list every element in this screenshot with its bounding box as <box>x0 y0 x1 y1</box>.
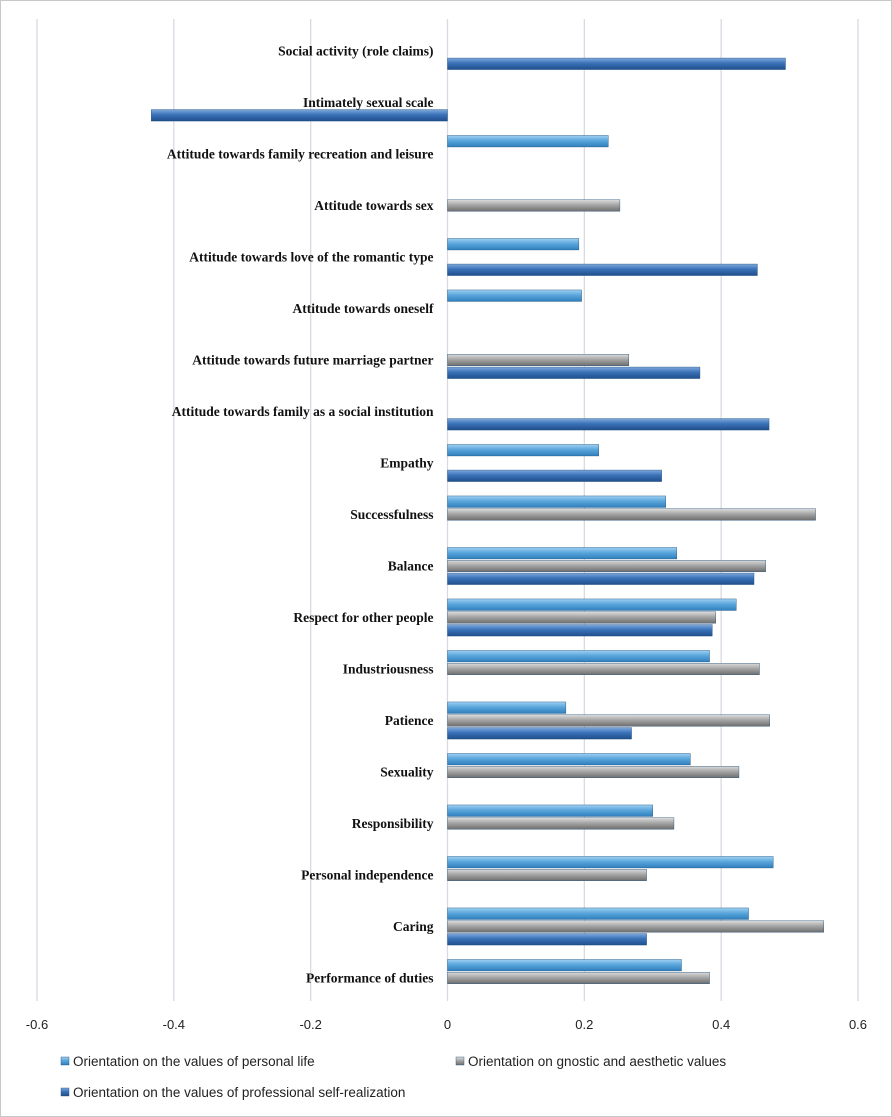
x-tick-label: 0.6 <box>849 1017 867 1032</box>
x-tick-label: -0.4 <box>163 1017 185 1032</box>
category-label: Industriousness <box>343 662 434 677</box>
category-label: Patience <box>385 713 434 728</box>
bar <box>447 856 774 869</box>
category-label: Balance <box>388 559 434 574</box>
bar <box>447 469 662 482</box>
legend-swatch <box>455 1056 465 1066</box>
bar <box>447 907 749 920</box>
category-label: Attitude towards love of the romantic ty… <box>189 250 433 265</box>
x-tick-label: 0.4 <box>712 1017 730 1032</box>
category-label: Attitude towards family recreation and l… <box>167 147 434 162</box>
bar <box>447 495 666 508</box>
legend-label: Orientation on the values of professiona… <box>73 1085 405 1100</box>
bar <box>447 920 824 933</box>
bar <box>447 366 701 379</box>
x-tick-label: -0.6 <box>26 1017 48 1032</box>
bar <box>447 572 755 585</box>
bar <box>447 804 653 817</box>
bar <box>447 199 621 212</box>
bar <box>447 560 766 572</box>
bar <box>447 753 691 766</box>
bar <box>447 444 599 457</box>
x-tick-label: 0.2 <box>575 1017 593 1032</box>
legend: Orientation on the values of personal li… <box>60 1054 726 1100</box>
bar <box>151 109 448 122</box>
category-label: Personal independence <box>301 868 433 883</box>
bar <box>447 714 770 727</box>
bar <box>447 238 580 251</box>
bar <box>447 289 582 302</box>
bar <box>447 701 567 714</box>
bar <box>447 418 770 431</box>
legend-label: Orientation on gnostic and aesthetic val… <box>468 1054 726 1069</box>
legend-label: Orientation on the values of personal li… <box>73 1054 315 1069</box>
bar <box>447 547 677 560</box>
bar <box>447 869 647 881</box>
bar <box>447 766 740 778</box>
bar <box>447 727 632 740</box>
bar <box>447 933 647 946</box>
category-label: Responsibility <box>352 816 434 831</box>
category-label: Attitude towards future marriage partner <box>192 353 433 368</box>
bar <box>447 817 675 830</box>
bar <box>447 263 758 276</box>
category-labels: Social activity (role claims) Intimately … <box>167 44 434 986</box>
category-label: Empathy <box>380 456 434 471</box>
category-label: Performance of duties <box>306 971 433 986</box>
category-label: Intimately sexual scale <box>303 95 434 110</box>
bar <box>447 611 716 624</box>
x-tick-label: -0.2 <box>299 1017 321 1032</box>
category-label: Attitude towards family as a social inst… <box>172 404 434 419</box>
x-axis-tick-labels: -0.6 -0.4 -0.2 0 0.2 0.4 0.6 <box>26 1017 867 1032</box>
bar <box>447 650 710 663</box>
x-tick-label: 0 <box>444 1017 451 1032</box>
bar <box>447 598 737 611</box>
bars <box>151 57 824 984</box>
bar <box>447 959 682 972</box>
category-label: Respect for other people <box>293 610 433 625</box>
bar <box>447 624 713 637</box>
bar <box>447 354 630 366</box>
bar <box>447 135 609 148</box>
legend-swatch <box>60 1087 70 1097</box>
legend-swatch <box>60 1056 70 1066</box>
bar <box>447 57 786 70</box>
category-label: Sexuality <box>380 765 434 780</box>
bar <box>447 508 816 521</box>
category-label: Attitude towards sex <box>314 198 433 213</box>
bar <box>447 663 760 675</box>
category-label: Caring <box>393 919 434 934</box>
category-label: Successfulness <box>350 507 433 522</box>
category-label: Attitude towards oneself <box>293 301 434 316</box>
category-label: Social activity (role claims) <box>278 44 433 59</box>
bar <box>447 972 710 984</box>
